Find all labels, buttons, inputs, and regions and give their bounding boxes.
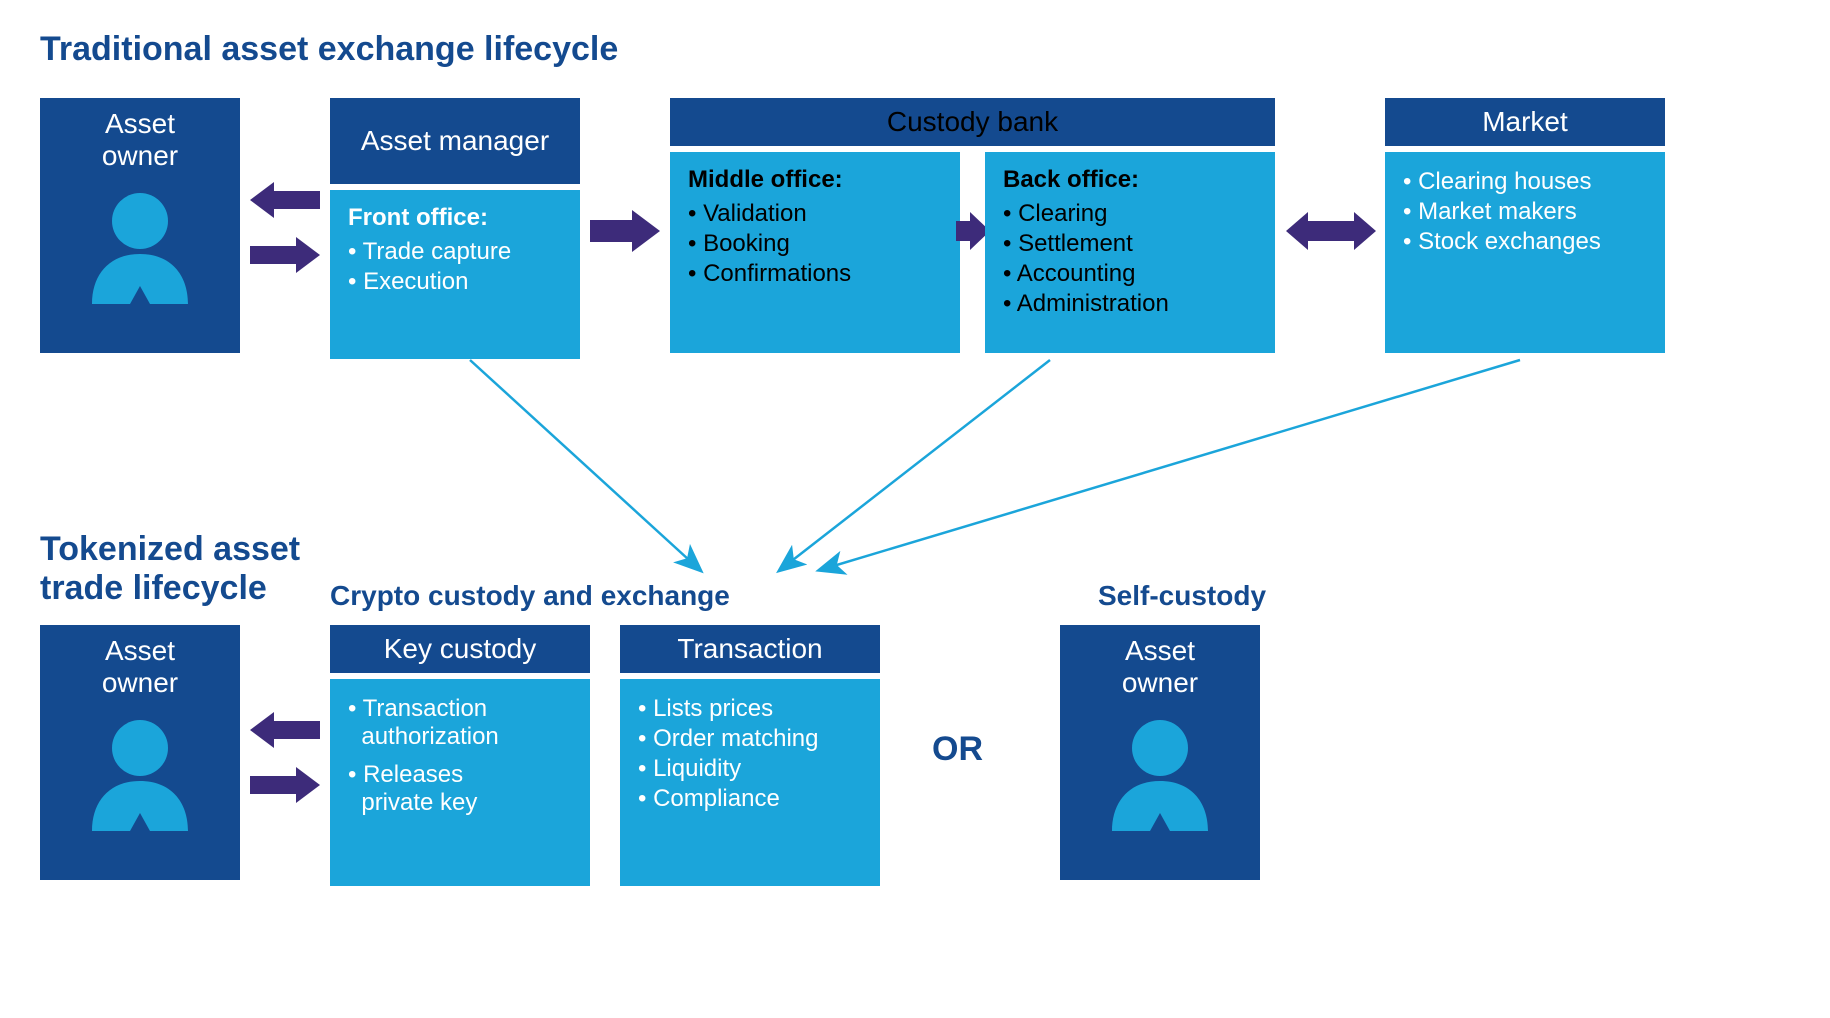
arrow-right-icon bbox=[250, 765, 320, 805]
transaction-header: Transaction bbox=[620, 625, 880, 673]
label-line: Transaction bbox=[363, 695, 488, 722]
label-line: owner bbox=[102, 667, 178, 698]
label-line: Tokenized asset bbox=[40, 530, 300, 568]
list-item: Liquidity bbox=[638, 755, 862, 783]
label-line: private key bbox=[361, 789, 477, 816]
header-text: Key custody bbox=[384, 633, 537, 664]
key-custody-box: Key custody Transaction authorization Re… bbox=[330, 625, 590, 886]
bottom-asset-owner-label: Asset owner bbox=[40, 625, 240, 699]
arrow-left-icon bbox=[250, 710, 320, 750]
header-text: Transaction bbox=[677, 633, 822, 664]
list-item: Releases private key bbox=[348, 761, 572, 817]
self-custody-title: Self-custody bbox=[1098, 580, 1266, 612]
thin-arrow-icon bbox=[0, 0, 1830, 1018]
transaction-box: Transaction Lists prices Order matching … bbox=[620, 625, 880, 886]
or-label: OR bbox=[932, 730, 983, 769]
key-custody-body: Transaction authorization Releases priva… bbox=[330, 679, 590, 886]
label-line: authorization bbox=[361, 723, 498, 750]
transaction-list: Lists prices Order matching Liquidity Co… bbox=[638, 695, 862, 813]
key-custody-list: Transaction authorization Releases priva… bbox=[348, 695, 572, 817]
list-item: Order matching bbox=[638, 725, 862, 753]
label-line: trade lifecycle bbox=[40, 569, 267, 607]
crypto-group-title: Crypto custody and exchange bbox=[330, 580, 730, 612]
list-item: Compliance bbox=[638, 785, 862, 813]
self-asset-owner-box: Asset owner bbox=[1060, 625, 1260, 880]
label-line: Releases bbox=[363, 761, 463, 788]
label-line: owner bbox=[1122, 667, 1198, 698]
bottom-title: Tokenized asset trade lifecycle bbox=[40, 530, 300, 608]
list-item: Lists prices bbox=[638, 695, 862, 723]
key-custody-header: Key custody bbox=[330, 625, 590, 673]
transaction-body: Lists prices Order matching Liquidity Co… bbox=[620, 679, 880, 886]
list-item: Transaction authorization bbox=[348, 695, 572, 751]
person-icon bbox=[1100, 713, 1220, 843]
person-icon bbox=[80, 713, 200, 843]
self-asset-owner-label: Asset owner bbox=[1060, 625, 1260, 699]
bottom-asset-owner-box: Asset owner bbox=[40, 625, 240, 880]
label-line: Asset bbox=[105, 635, 175, 666]
label-line: Asset bbox=[1125, 635, 1195, 666]
